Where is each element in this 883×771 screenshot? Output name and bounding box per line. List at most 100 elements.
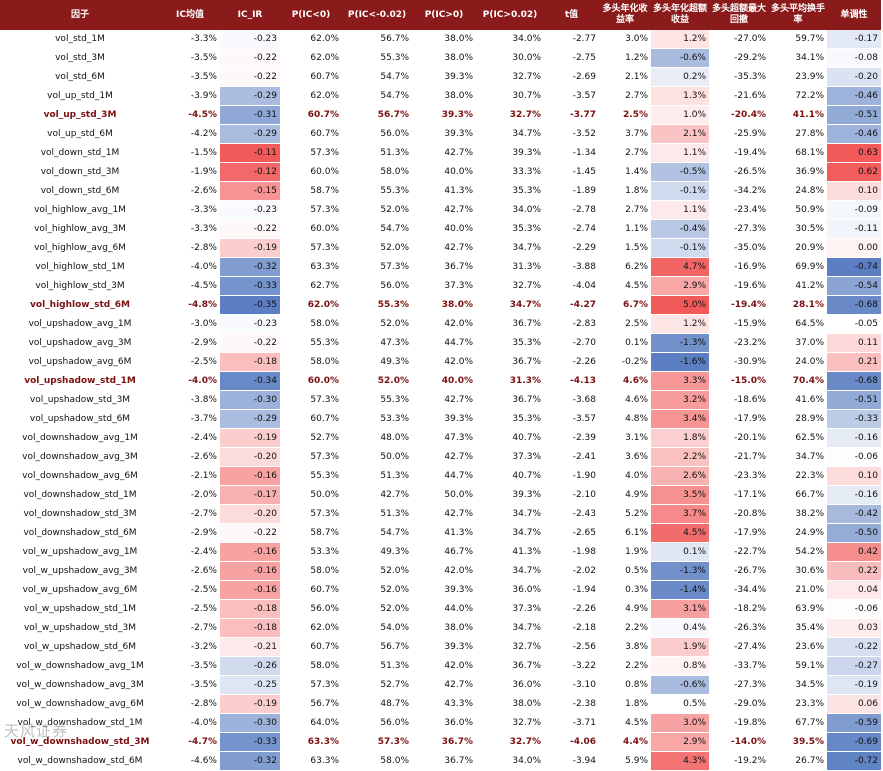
cell-long-turnover: 24.9% [769,523,827,543]
header-cell-ic-mean: IC均值 [160,0,220,30]
cell-p-ic-gt-0: 40.0% [412,219,476,239]
cell-monotonicity: -0.51 [827,390,881,410]
cell-ic-ir: -0.16 [220,542,280,562]
cell-long-excess-return: 2.6% [651,466,709,486]
table-row: vol_w_upshadow_avg_1M -2.4% -0.16 53.3% 49.3… [0,542,881,562]
cell-p-ic-gt-0: 42.7% [412,200,476,220]
cell-monotonicity: -0.22 [827,637,881,657]
cell-long-excess-return: 1.1% [651,143,709,163]
cell-factor: vol_downshadow_std_3M [0,504,160,524]
cell-p-ic-lt-0: 60.7% [280,124,342,144]
cell-t-value: -2.43 [544,504,599,524]
cell-long-annual-return: 2.7% [599,86,651,106]
cell-monotonicity: 0.10 [827,181,881,201]
cell-long-excess-mdd: -17.9% [709,523,769,543]
cell-p-ic-gt-0: 38.0% [412,86,476,106]
cell-ic-mean: -2.1% [160,466,220,486]
cell-monotonicity: -0.16 [827,428,881,448]
cell-ic-ir: -0.20 [220,504,280,524]
cell-long-excess-mdd: -27.3% [709,219,769,239]
cell-ic-mean: -3.3% [160,30,220,49]
cell-p-ic-lt-0: 60.0% [280,162,342,182]
cell-ic-mean: -3.3% [160,219,220,239]
cell-factor: vol_downshadow_avg_1M [0,428,160,448]
cell-ic-mean: -3.3% [160,200,220,220]
cell-long-excess-mdd: -19.4% [709,295,769,315]
cell-long-excess-return: 3.1% [651,599,709,619]
cell-long-turnover: 70.4% [769,371,827,391]
cell-long-annual-return: 4.6% [599,390,651,410]
cell-ic-mean: -2.5% [160,352,220,372]
cell-factor: vol_w_upshadow_avg_1M [0,542,160,562]
cell-p-ic-lt-0: 50.0% [280,485,342,505]
cell-long-turnover: 27.8% [769,124,827,144]
cell-p-ic-gt-002: 34.0% [476,200,544,220]
cell-long-excess-mdd: -20.1% [709,428,769,448]
cell-long-excess-mdd: -23.2% [709,333,769,353]
cell-factor: vol_w_downshadow_avg_6M [0,694,160,714]
cell-ic-ir: -0.23 [220,314,280,334]
cell-factor: vol_w_downshadow_std_3M [0,732,160,752]
cell-long-excess-return: -1.3% [651,333,709,353]
cell-p-ic-lt-neg002: 55.3% [342,390,412,410]
cell-p-ic-gt-002: 38.0% [476,694,544,714]
cell-p-ic-lt-0: 63.3% [280,732,342,752]
cell-p-ic-lt-0: 57.3% [280,143,342,163]
cell-ic-mean: -4.2% [160,124,220,144]
cell-p-ic-lt-neg002: 54.0% [342,618,412,638]
cell-ic-ir: -0.18 [220,599,280,619]
cell-long-excess-mdd: -19.8% [709,713,769,733]
cell-p-ic-gt-002: 34.7% [476,523,544,543]
table-row: vol_w_upshadow_avg_6M -2.5% -0.16 60.7% 52.0… [0,580,881,600]
cell-ic-ir: -0.21 [220,637,280,657]
cell-t-value: -3.71 [544,713,599,733]
cell-factor: vol_upshadow_avg_1M [0,314,160,334]
cell-monotonicity: -0.68 [827,371,881,391]
cell-factor: vol_down_std_3M [0,162,160,182]
cell-long-excess-mdd: -20.8% [709,504,769,524]
cell-long-excess-return: -0.1% [651,238,709,258]
cell-p-ic-gt-002: 33.3% [476,162,544,182]
cell-long-annual-return: 4.4% [599,732,651,752]
cell-factor: vol_downshadow_std_1M [0,485,160,505]
table-row: vol_w_upshadow_std_6M -3.2% -0.21 60.7% 56.7… [0,637,881,657]
cell-ic-ir: -0.16 [220,561,280,581]
header-cell-long-excess-mdd: 多头超额最大回撤 [709,0,769,30]
cell-p-ic-gt-002: 32.7% [476,276,544,296]
cell-long-turnover: 35.4% [769,618,827,638]
table-row: vol_upshadow_std_6M -3.7% -0.29 60.7% 53.3% 3… [0,409,881,429]
cell-ic-mean: -3.5% [160,656,220,676]
cell-long-excess-return: 0.1% [651,542,709,562]
cell-ic-ir: -0.29 [220,124,280,144]
cell-long-excess-return: 3.5% [651,485,709,505]
cell-long-excess-return: 2.1% [651,124,709,144]
cell-long-annual-return: 2.2% [599,618,651,638]
cell-factor: vol_highlow_std_3M [0,276,160,296]
cell-p-ic-lt-0: 57.3% [280,447,342,467]
cell-long-excess-mdd: -26.5% [709,162,769,182]
table-row: vol_highlow_std_6M -4.8% -0.35 62.0% 55.3% 38… [0,295,881,315]
cell-long-turnover: 41.2% [769,276,827,296]
cell-long-turnover: 59.7% [769,30,827,49]
cell-long-excess-return: 1.2% [651,30,709,49]
cell-long-excess-mdd: -18.2% [709,599,769,619]
table-body: vol_std_1M -3.3% -0.23 62.0% 56.7% 38.0% 34.0%… [0,30,881,771]
cell-long-annual-return: 4.6% [599,371,651,391]
cell-long-excess-return: 3.7% [651,504,709,524]
cell-monotonicity: 0.04 [827,580,881,600]
cell-long-annual-return: 1.4% [599,162,651,182]
cell-long-excess-mdd: -29.0% [709,694,769,714]
cell-p-ic-lt-neg002: 52.0% [342,314,412,334]
cell-p-ic-gt-0: 41.3% [412,523,476,543]
cell-long-turnover: 20.9% [769,238,827,258]
cell-ic-ir: -0.22 [220,333,280,353]
cell-p-ic-lt-neg002: 58.0% [342,162,412,182]
cell-long-excess-return: 4.7% [651,257,709,277]
cell-p-ic-lt-neg002: 48.7% [342,694,412,714]
cell-p-ic-gt-002: 36.7% [476,390,544,410]
cell-ic-mean: -1.9% [160,162,220,182]
cell-long-excess-mdd: -25.9% [709,124,769,144]
cell-long-turnover: 66.7% [769,485,827,505]
cell-long-annual-return: 6.2% [599,257,651,277]
cell-p-ic-gt-0: 42.0% [412,314,476,334]
